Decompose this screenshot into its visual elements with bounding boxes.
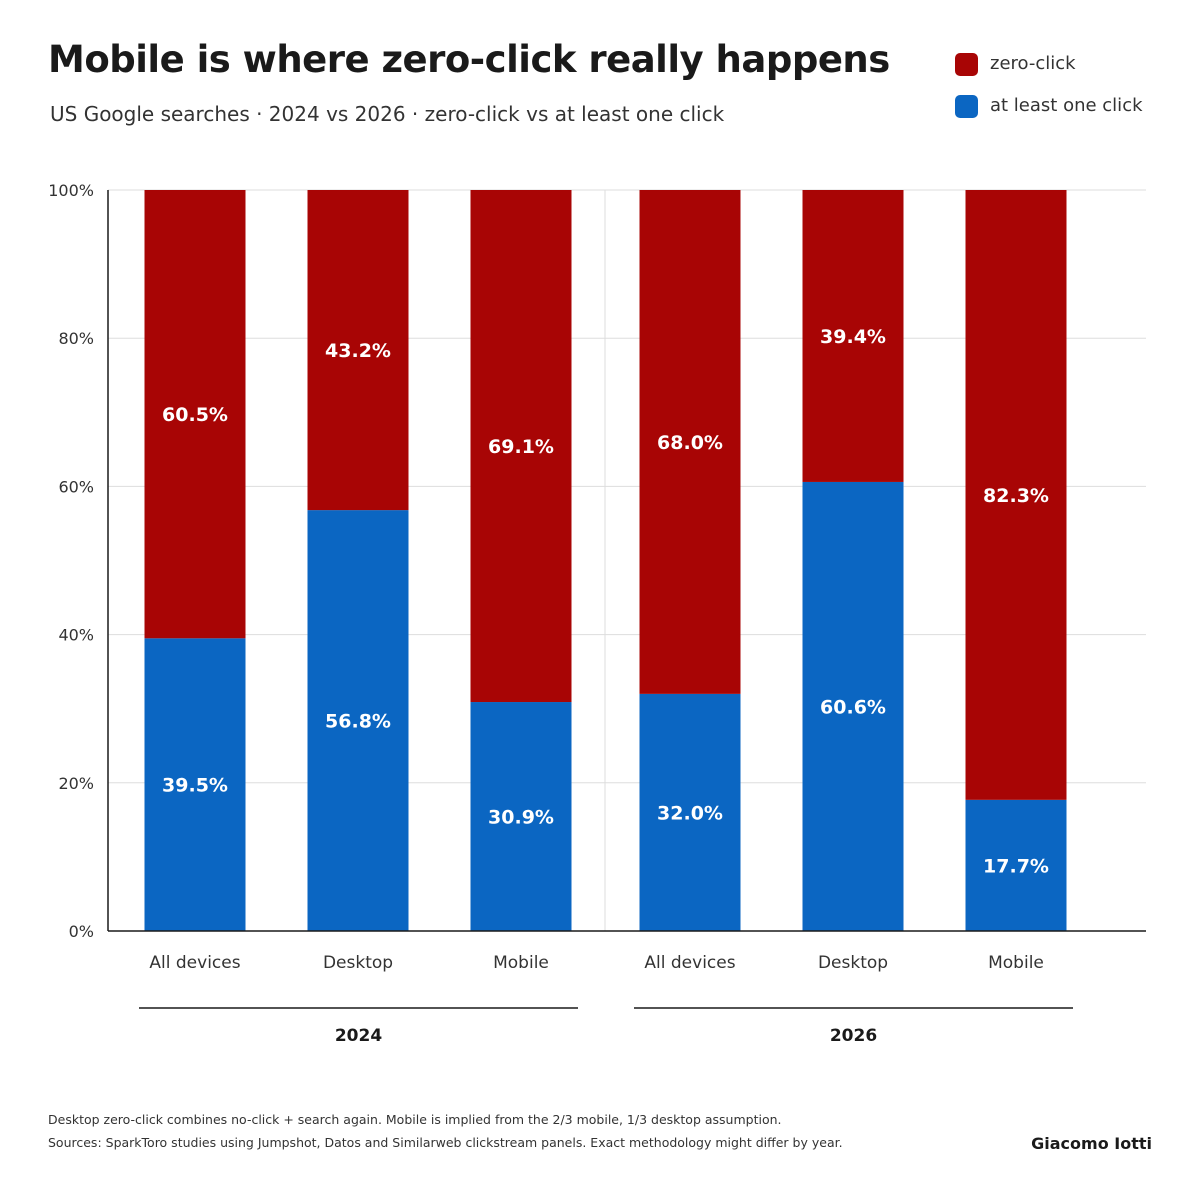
data-label-zero-click: 60.5% (162, 404, 228, 426)
bar-zero-click (802, 190, 904, 482)
bar-at-least-one-click (307, 510, 409, 931)
data-label-at-least-one-click: 39.5% (162, 775, 228, 797)
data-label-at-least-one-click: 32.0% (657, 802, 723, 824)
x-category-label: Mobile (988, 953, 1044, 973)
x-category-label: All devices (644, 953, 735, 973)
footnote-methodology: Desktop zero-click combines no-click + s… (48, 1112, 782, 1127)
y-tick-label: 40% (58, 626, 94, 645)
data-label-zero-click: 68.0% (657, 432, 723, 454)
y-tick-label: 20% (58, 774, 94, 793)
legend-swatch-zero-click (955, 53, 978, 76)
x-category-label: All devices (149, 953, 240, 973)
chart-title: Mobile is where zero-click really happen… (48, 38, 890, 81)
legend-label-zero-click: zero-click (990, 53, 1076, 74)
bar-at-least-one-click (144, 638, 246, 931)
x-category-label: Desktop (818, 953, 888, 973)
data-label-zero-click: 69.1% (488, 436, 554, 458)
x-category-label: Desktop (323, 953, 393, 973)
author-credit: Giacomo Iotti (1031, 1134, 1152, 1153)
y-tick-label: 60% (58, 477, 94, 496)
data-label-at-least-one-click: 30.9% (488, 807, 554, 829)
footnote-sources: Sources: SparkToro studies using Jumpsho… (48, 1135, 843, 1150)
bar-zero-click (307, 190, 409, 511)
bar-zero-click (144, 190, 246, 639)
chart-subtitle: US Google searches · 2024 vs 2026 · zero… (50, 102, 725, 126)
data-label-at-least-one-click: 56.8% (325, 711, 391, 733)
data-label-zero-click: 82.3% (983, 485, 1049, 507)
bar-zero-click (639, 190, 741, 694)
bar-zero-click (965, 190, 1067, 800)
y-tick-label: 100% (48, 181, 94, 200)
legend-swatch-at-least-one-click (955, 95, 978, 118)
legend-label-at-least-one-click: at least one click (990, 95, 1143, 116)
group-label: 2024 (335, 1026, 382, 1046)
y-tick-label: 0% (69, 922, 94, 941)
bar-at-least-one-click (639, 693, 741, 931)
bar-at-least-one-click (965, 799, 1067, 931)
stacked-bar-chart: 0% 20% 40% 60% 80% 100% 39.5% 60.5% 56.8% 43.2% 30… (48, 181, 1146, 1046)
bar-at-least-one-click (802, 481, 904, 931)
bar-at-least-one-click (470, 702, 572, 931)
data-label-zero-click: 39.4% (820, 326, 886, 348)
data-label-at-least-one-click: 60.6% (820, 696, 886, 718)
y-tick-label: 80% (58, 329, 94, 348)
data-label-zero-click: 43.2% (325, 340, 391, 362)
group-label: 2026 (830, 1026, 877, 1046)
data-label-at-least-one-click: 17.7% (983, 855, 1049, 877)
x-category-label: Mobile (493, 953, 549, 973)
bar-zero-click (470, 190, 572, 703)
